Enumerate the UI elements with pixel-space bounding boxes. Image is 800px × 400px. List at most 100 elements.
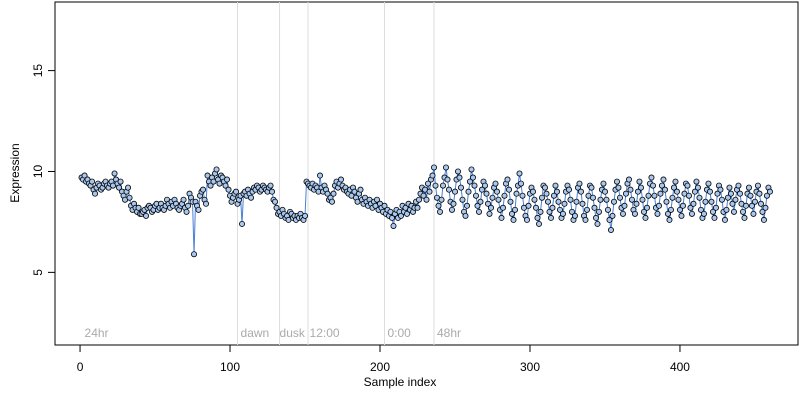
data-point	[666, 216, 673, 223]
data-point	[721, 216, 728, 223]
data-point	[273, 204, 280, 211]
y-tick-label: 15	[31, 64, 45, 78]
data-point	[224, 176, 231, 183]
data-point	[541, 184, 548, 191]
data-point	[448, 206, 455, 213]
data-point	[729, 200, 736, 207]
data-point	[239, 220, 246, 227]
data-point	[535, 220, 542, 227]
data-point	[456, 174, 463, 181]
data-point	[381, 202, 388, 209]
data-point	[248, 194, 255, 201]
data-point	[504, 176, 511, 183]
annotation: dusk	[280, 326, 306, 340]
data-point	[742, 202, 749, 209]
data-point	[225, 186, 232, 193]
data-point	[712, 204, 719, 211]
data-point	[389, 214, 396, 221]
data-point	[549, 204, 556, 211]
data-point	[601, 188, 608, 195]
data-point	[529, 188, 536, 195]
data-point	[655, 202, 662, 209]
data-point	[501, 192, 508, 199]
data-point	[670, 184, 677, 191]
data-point	[606, 216, 613, 223]
data-point	[489, 194, 496, 201]
data-point	[763, 192, 770, 199]
data-point	[499, 204, 506, 211]
data-point	[507, 198, 514, 205]
data-point	[757, 200, 764, 207]
data-point	[748, 202, 755, 209]
data-point	[200, 186, 207, 193]
data-point	[648, 174, 655, 181]
data-point	[622, 190, 629, 197]
annotation: 24hr	[85, 326, 109, 340]
data-point	[759, 208, 766, 215]
data-point	[693, 178, 700, 185]
data-point	[125, 184, 132, 191]
data-point	[117, 178, 124, 185]
data-point	[625, 176, 632, 183]
data-point	[233, 188, 240, 195]
data-point	[185, 202, 192, 209]
data-point	[688, 210, 695, 217]
data-point	[633, 200, 640, 207]
data-point	[751, 198, 758, 205]
data-point	[567, 196, 574, 203]
data-point	[669, 194, 676, 201]
data-point	[723, 206, 730, 213]
data-point	[603, 196, 610, 203]
data-point	[272, 198, 279, 205]
data-point	[711, 214, 718, 221]
data-point	[191, 251, 198, 258]
data-point	[595, 208, 602, 215]
data-point	[639, 196, 646, 203]
data-point	[741, 214, 748, 221]
data-point	[555, 198, 562, 205]
data-point	[591, 204, 598, 211]
data-point	[649, 182, 656, 189]
data-point	[579, 200, 586, 207]
data-point	[571, 212, 578, 219]
data-point	[667, 206, 674, 213]
x-tick-label: 200	[370, 360, 390, 374]
data-point	[766, 188, 773, 195]
data-point	[398, 212, 405, 219]
data-point	[732, 196, 739, 203]
annotation: 48hr	[437, 326, 461, 340]
data-point	[604, 206, 611, 213]
data-point	[685, 192, 692, 199]
data-point	[537, 208, 544, 215]
data-point	[435, 202, 442, 209]
annotation: 0:00	[388, 326, 412, 340]
x-axis-label: Sample index	[364, 375, 437, 389]
x-tick-label: 400	[670, 360, 690, 374]
x-tick-label: 300	[520, 360, 540, 374]
annotation: 12:00	[310, 326, 340, 340]
data-point	[357, 186, 364, 193]
data-point	[556, 206, 563, 213]
data-point	[678, 212, 685, 219]
y-tick-label: 5	[31, 269, 45, 276]
data-point	[207, 182, 214, 189]
data-point	[414, 204, 421, 211]
data-point	[89, 178, 96, 185]
data-point	[432, 182, 439, 189]
data-point	[651, 192, 658, 199]
data-point	[627, 186, 634, 193]
data-point	[517, 180, 524, 187]
data-point	[600, 180, 607, 187]
data-point	[637, 184, 644, 191]
data-point	[477, 198, 484, 205]
data-point	[523, 216, 530, 223]
data-point	[472, 192, 479, 199]
y-tick-label: 10	[31, 164, 45, 178]
data-point	[547, 214, 554, 221]
data-point	[459, 196, 466, 203]
data-point	[657, 190, 664, 197]
data-point	[180, 196, 187, 203]
data-point	[324, 190, 331, 197]
data-point	[615, 184, 622, 191]
data-point	[544, 198, 551, 205]
